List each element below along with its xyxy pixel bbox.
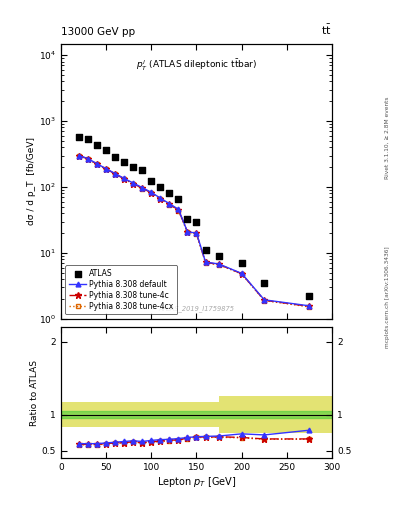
Bar <box>61 402 219 427</box>
Point <box>76 133 82 141</box>
Y-axis label: dσ / d p_T  [fb/GeV]: dσ / d p_T [fb/GeV] <box>27 137 36 225</box>
Legend: ATLAS, Pythia 8.308 default, Pythia 8.308 tune-4c, Pythia 8.308 tune-4cx: ATLAS, Pythia 8.308 default, Pythia 8.30… <box>66 265 177 314</box>
Text: Rivet 3.1.10, ≥ 2.8M events: Rivet 3.1.10, ≥ 2.8M events <box>385 97 390 180</box>
Text: 13000 GeV pp: 13000 GeV pp <box>61 27 135 37</box>
X-axis label: Lepton $p_T$ [GeV]: Lepton $p_T$ [GeV] <box>157 475 236 489</box>
Point <box>139 166 145 174</box>
Point <box>85 135 91 143</box>
Point <box>103 145 109 154</box>
Text: $\mathrm{t\bar{t}}$: $\mathrm{t\bar{t}}$ <box>321 23 332 37</box>
Point <box>193 218 200 226</box>
Point <box>166 189 173 198</box>
Point <box>112 153 118 161</box>
Point <box>175 195 182 203</box>
Point <box>148 177 154 185</box>
Point <box>216 252 222 260</box>
Text: ATLAS_2019_I1759875: ATLAS_2019_I1759875 <box>158 305 235 312</box>
Point <box>121 158 127 166</box>
Text: $p_T^l$ (ATLAS dileptonic t$\bar{\rm t}$bar): $p_T^l$ (ATLAS dileptonic t$\bar{\rm t}$… <box>136 57 257 73</box>
Bar <box>61 411 332 418</box>
Bar <box>219 396 332 433</box>
Point <box>202 246 209 254</box>
Point <box>130 163 136 172</box>
Point <box>94 141 100 150</box>
Point <box>307 292 313 301</box>
Text: mcplots.cern.ch [arXiv:1306.3436]: mcplots.cern.ch [arXiv:1306.3436] <box>385 246 390 348</box>
Point <box>261 279 267 287</box>
Point <box>184 215 191 223</box>
Point <box>239 259 245 267</box>
Y-axis label: Ratio to ATLAS: Ratio to ATLAS <box>30 359 39 425</box>
Point <box>157 183 163 191</box>
